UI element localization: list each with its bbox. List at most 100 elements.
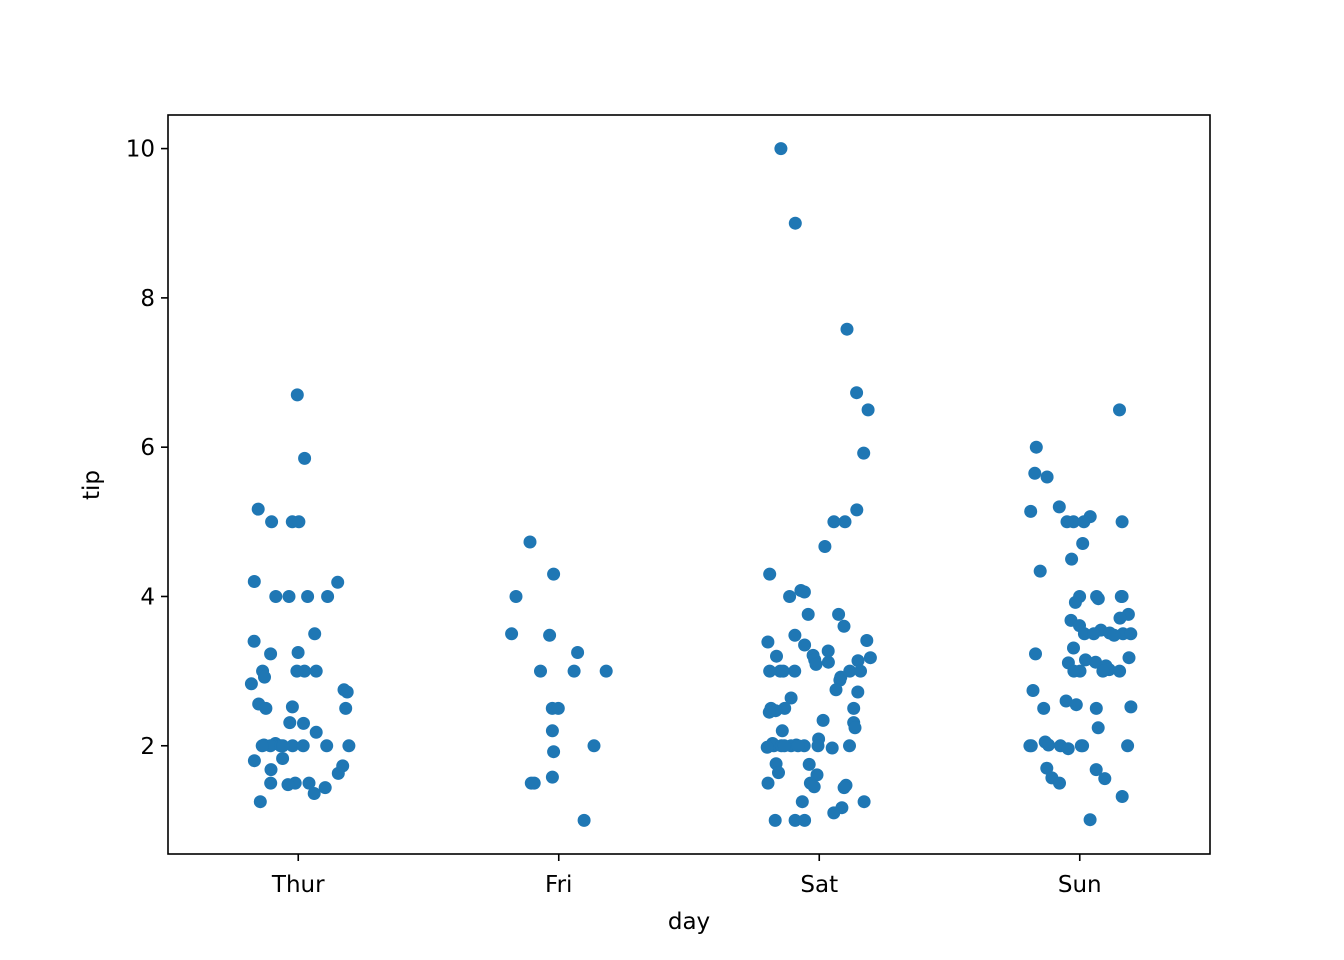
data-point <box>761 776 775 790</box>
x-axis-label: day <box>668 909 710 935</box>
data-point <box>851 654 865 668</box>
data-point <box>857 795 871 809</box>
data-point <box>802 757 816 771</box>
data-point <box>547 567 561 581</box>
data-point <box>1107 628 1121 642</box>
data-point <box>1115 590 1129 603</box>
data-point <box>848 721 862 735</box>
data-point <box>524 776 538 790</box>
data-point <box>547 745 561 759</box>
data-point <box>1115 515 1129 529</box>
data-point <box>1061 742 1075 756</box>
data-point <box>1083 813 1097 827</box>
data-point <box>1033 564 1047 578</box>
data-point <box>291 646 305 659</box>
data-point <box>827 515 841 529</box>
data-point <box>784 691 798 705</box>
data-point <box>850 503 864 517</box>
data-point <box>1024 739 1038 753</box>
data-point <box>309 725 323 739</box>
data-point <box>1042 738 1055 752</box>
data-point <box>1089 763 1103 777</box>
data-point <box>788 216 802 230</box>
data-point <box>255 739 269 753</box>
data-point <box>1067 641 1080 655</box>
data-point <box>331 766 345 780</box>
data-point <box>797 585 811 599</box>
data-point <box>832 607 846 621</box>
data-point <box>264 776 278 790</box>
data-point <box>286 739 300 753</box>
data-point <box>1024 504 1038 518</box>
data-point <box>1040 470 1054 484</box>
data-point <box>795 795 809 809</box>
x-tick-label: Fri <box>545 872 572 898</box>
data-point <box>1091 721 1105 735</box>
data-point <box>276 752 290 765</box>
data-point <box>1069 698 1083 712</box>
data-point <box>551 701 565 715</box>
data-points <box>244 142 1138 827</box>
data-point <box>1040 761 1054 775</box>
data-point <box>1077 515 1091 529</box>
y-axis-ticks: 2 4 6 8 10 <box>126 137 168 760</box>
data-point <box>1113 664 1127 678</box>
data-point <box>827 806 841 820</box>
data-point <box>837 781 851 795</box>
data-point <box>509 590 523 603</box>
x-axis-ticks: Thur Fri Sat Sun <box>271 854 1102 898</box>
data-point <box>788 813 802 827</box>
data-point <box>251 502 265 516</box>
data-point <box>847 701 861 715</box>
data-point <box>854 664 867 678</box>
data-point <box>821 644 835 658</box>
data-point <box>265 515 279 529</box>
data-point <box>302 776 316 790</box>
data-point <box>264 763 278 777</box>
data-point <box>577 813 591 827</box>
data-point <box>320 739 334 753</box>
data-point <box>534 664 547 678</box>
data-point <box>761 635 775 649</box>
data-point <box>770 649 783 663</box>
data-point <box>816 713 830 727</box>
data-point <box>1113 611 1127 625</box>
data-point <box>290 664 304 678</box>
data-point <box>307 787 321 800</box>
data-point <box>863 651 877 665</box>
y-tick-label: 6 <box>140 435 155 461</box>
data-point <box>818 540 832 553</box>
data-point <box>1124 700 1138 714</box>
data-point <box>1067 664 1081 678</box>
data-point <box>1089 701 1103 715</box>
data-point <box>798 638 812 652</box>
data-point <box>774 142 788 156</box>
data-point <box>807 780 821 794</box>
data-point <box>1077 627 1091 641</box>
plot-area-frame <box>167 114 1211 855</box>
data-point <box>1029 647 1042 661</box>
data-point <box>1087 627 1101 641</box>
data-point <box>840 322 854 336</box>
data-point <box>285 700 299 714</box>
y-tick-label: 4 <box>140 584 155 610</box>
x-tick-label: Thur <box>271 872 325 898</box>
data-point <box>1113 403 1126 417</box>
data-point <box>762 705 776 719</box>
data-point <box>543 628 557 642</box>
data-point <box>264 647 278 661</box>
data-point <box>1037 701 1051 715</box>
y-tick-label: 10 <box>126 137 155 163</box>
data-point <box>301 590 315 603</box>
data-point <box>772 766 785 780</box>
data-point <box>1089 655 1103 669</box>
data-point <box>1091 592 1105 606</box>
data-point <box>829 683 843 697</box>
data-point <box>258 670 271 684</box>
data-point <box>775 724 789 738</box>
data-point <box>247 634 261 648</box>
data-point <box>296 739 310 753</box>
data-point <box>309 664 323 678</box>
